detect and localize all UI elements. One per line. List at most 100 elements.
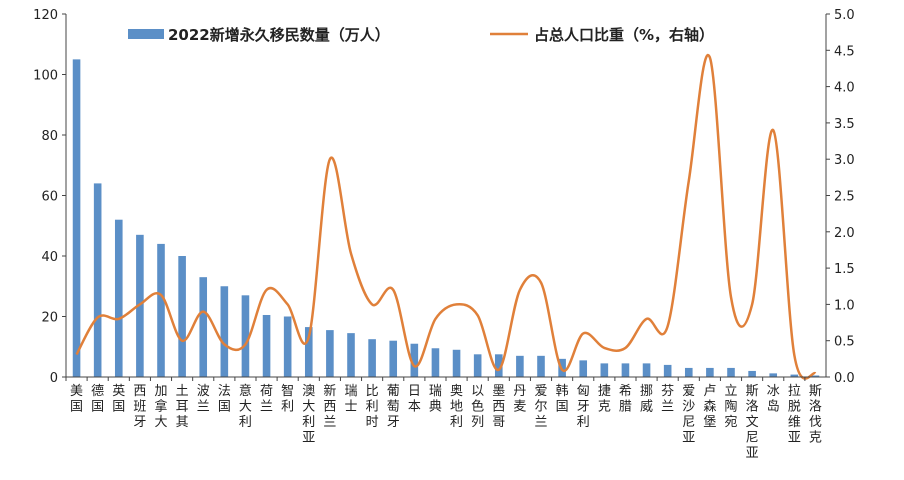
left-tick-label: 120 <box>33 8 58 23</box>
bar <box>706 367 714 377</box>
right-tick-label: 1.0 <box>834 298 855 313</box>
category-label: 智利 <box>281 384 294 415</box>
category-label: 爱沙尼亚 <box>682 384 695 446</box>
category-label: 立陶宛 <box>724 384 737 430</box>
bar <box>347 333 355 377</box>
right-tick-label: 1.5 <box>834 262 855 277</box>
left-tick-label: 40 <box>41 250 58 265</box>
bar <box>600 363 609 377</box>
category-label: 墨西哥 <box>492 384 505 430</box>
bar <box>220 286 229 377</box>
bar <box>431 348 440 377</box>
category-label: 斯洛伐克 <box>809 384 822 446</box>
right-tick-label: 4.0 <box>834 81 855 96</box>
category-label: 捷克 <box>598 384 611 415</box>
category-label: 拉脱维亚 <box>788 384 801 446</box>
bar <box>769 373 778 377</box>
category-label: 挪威 <box>640 384 653 415</box>
category-label: 土耳其 <box>176 384 189 430</box>
category-label: 芬兰 <box>661 384 674 415</box>
category-label: 以色列 <box>471 384 484 430</box>
category-label: 英国 <box>112 384 125 415</box>
category-label: 斯洛文尼亚 <box>746 384 759 461</box>
category-label: 冰岛 <box>767 384 780 415</box>
right-tick-label: 2.5 <box>834 190 855 205</box>
bar <box>748 370 756 377</box>
bar <box>368 339 376 377</box>
category-label: 德国 <box>91 384 104 415</box>
category-label: 卢森堡 <box>703 383 716 430</box>
legend-line-label: 占总人口比重（%，右轴） <box>534 26 714 44</box>
bar <box>790 374 799 377</box>
category-label: 荷兰 <box>260 384 273 415</box>
category-label: 美国 <box>70 384 83 415</box>
category-label: 匈牙利 <box>577 384 590 430</box>
bar-series <box>72 59 820 377</box>
bar <box>136 234 144 377</box>
bar <box>178 256 186 377</box>
category-label: 韩国 <box>556 384 569 415</box>
left-tick-label: 80 <box>41 129 58 144</box>
left-tick-label: 60 <box>41 190 58 205</box>
right-tick-label: 3.5 <box>834 117 855 132</box>
bar <box>157 243 165 377</box>
bar <box>811 375 820 377</box>
left-tick-label: 0 <box>50 371 58 386</box>
category-label: 西班牙 <box>133 384 146 430</box>
category-label: 日本 <box>408 384 421 415</box>
category-label: 爱尔兰 <box>534 384 547 430</box>
right-tick-label: 0.5 <box>834 335 855 350</box>
category-label: 瑞典 <box>429 384 442 415</box>
category-label: 波兰 <box>197 384 210 415</box>
category-label: 奥地利 <box>450 384 463 430</box>
left-axis-ticks: 0 20 40 60 80 100 120 <box>33 8 66 386</box>
bar <box>199 277 208 377</box>
right-tick-label: 0.0 <box>834 371 855 386</box>
line-series <box>75 53 817 380</box>
bar <box>114 219 123 377</box>
bar <box>389 340 398 377</box>
bar <box>410 343 419 377</box>
bar <box>93 183 102 377</box>
bar <box>452 349 461 377</box>
bar <box>684 367 693 377</box>
right-tick-label: 3.0 <box>834 153 855 168</box>
category-label: 法国 <box>218 384 231 415</box>
category-label: 意大利 <box>239 383 252 430</box>
bar <box>72 59 81 377</box>
bar <box>516 355 524 377</box>
bar <box>537 355 545 377</box>
bar <box>579 360 588 377</box>
category-label: 丹麦 <box>513 384 526 415</box>
bar <box>283 316 292 377</box>
category-label: 瑞士 <box>344 384 357 415</box>
category-labels: 美国德国英国西班牙加拿大土耳其波兰法国意大利荷兰智利澳大利亚新西兰瑞士比利时葡萄… <box>65 377 822 461</box>
bar <box>727 367 735 377</box>
legend-bar-label: 2022新增永久移民数量（万人） <box>168 26 390 44</box>
bar <box>663 364 672 377</box>
category-label: 新西兰 <box>323 383 336 430</box>
bar <box>304 327 313 377</box>
right-axis-ticks: 0.0 0.5 1.0 1.5 2.0 2.5 3.0 3.5 4.0 4.5 5.0 <box>826 8 855 386</box>
category-label: 澳大利亚 <box>302 383 315 446</box>
bar <box>241 295 250 377</box>
left-tick-label: 100 <box>33 69 58 84</box>
bar <box>262 314 271 377</box>
bar <box>642 363 651 377</box>
bar <box>473 354 482 377</box>
category-label: 希腊 <box>619 384 632 415</box>
bar <box>326 330 334 377</box>
category-label: 加拿大 <box>154 384 167 430</box>
legend-bar-swatch <box>128 29 164 39</box>
right-tick-label: 5.0 <box>834 8 855 23</box>
category-label: 比利时 <box>366 384 379 430</box>
left-tick-label: 20 <box>41 311 58 326</box>
ratio-line <box>75 53 817 380</box>
right-tick-label: 2.0 <box>834 226 855 241</box>
bar <box>494 354 503 377</box>
right-tick-label: 4.5 <box>834 44 855 59</box>
legend: 2022新增永久移民数量（万人） 占总人口比重（%，右轴） <box>128 26 714 44</box>
category-label: 葡萄牙 <box>387 384 400 430</box>
bar <box>621 363 630 377</box>
